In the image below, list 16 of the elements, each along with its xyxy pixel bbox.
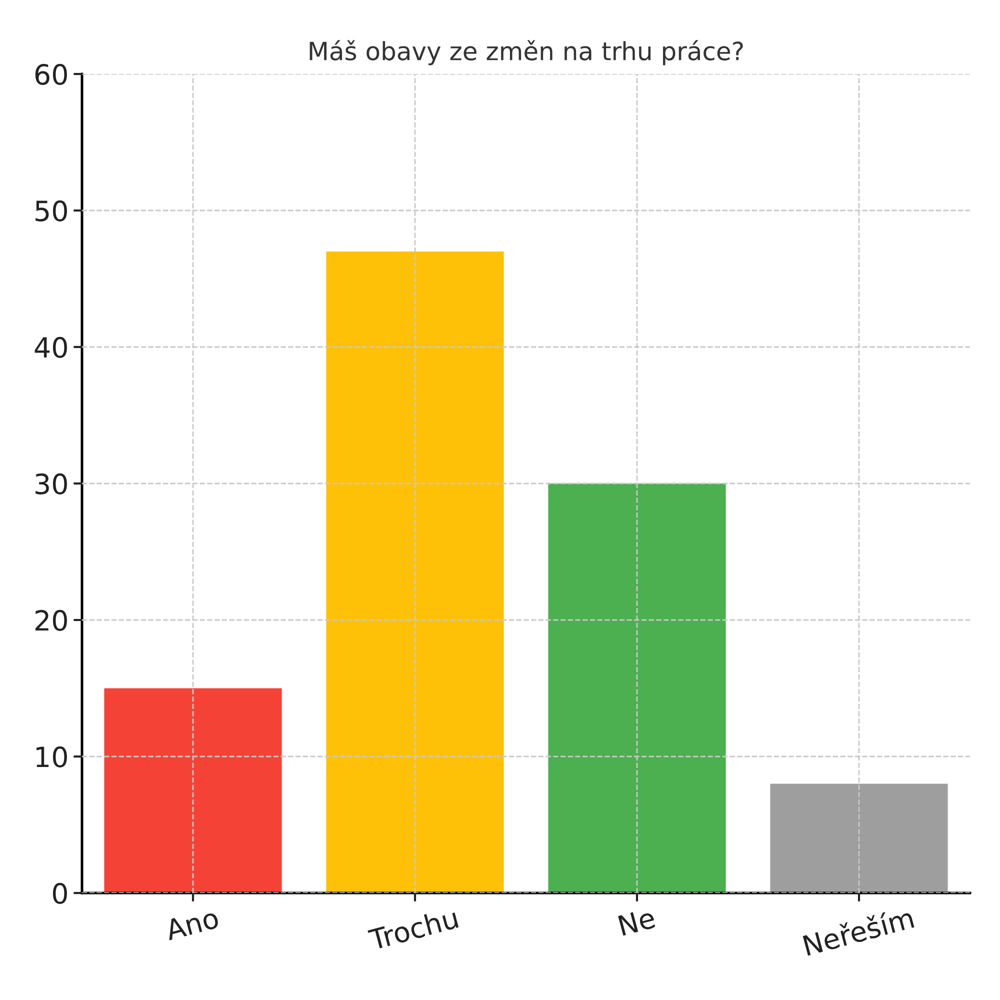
x-tick-label: Ne: [618, 907, 656, 936]
bar: [104, 688, 282, 893]
x-tick-label: Neřeším: [802, 906, 914, 956]
y-tick-label: 30: [36, 473, 67, 494]
bar: [326, 251, 504, 893]
x-tick-label: Trochu: [367, 906, 459, 951]
bar: [770, 784, 948, 893]
y-tick-label: 10: [36, 746, 67, 768]
y-tick-label: 20: [35, 610, 67, 631]
y-tick-label: 0: [52, 882, 67, 904]
y-tick-label: 50: [36, 200, 67, 222]
y-tick-label: 40: [34, 336, 67, 358]
x-tick-label: Ano: [164, 907, 220, 941]
chart-title: Máš obavy ze změn na trhu práce?: [310, 40, 743, 66]
bar: [548, 484, 726, 893]
y-tick-label: 60: [35, 64, 67, 85]
